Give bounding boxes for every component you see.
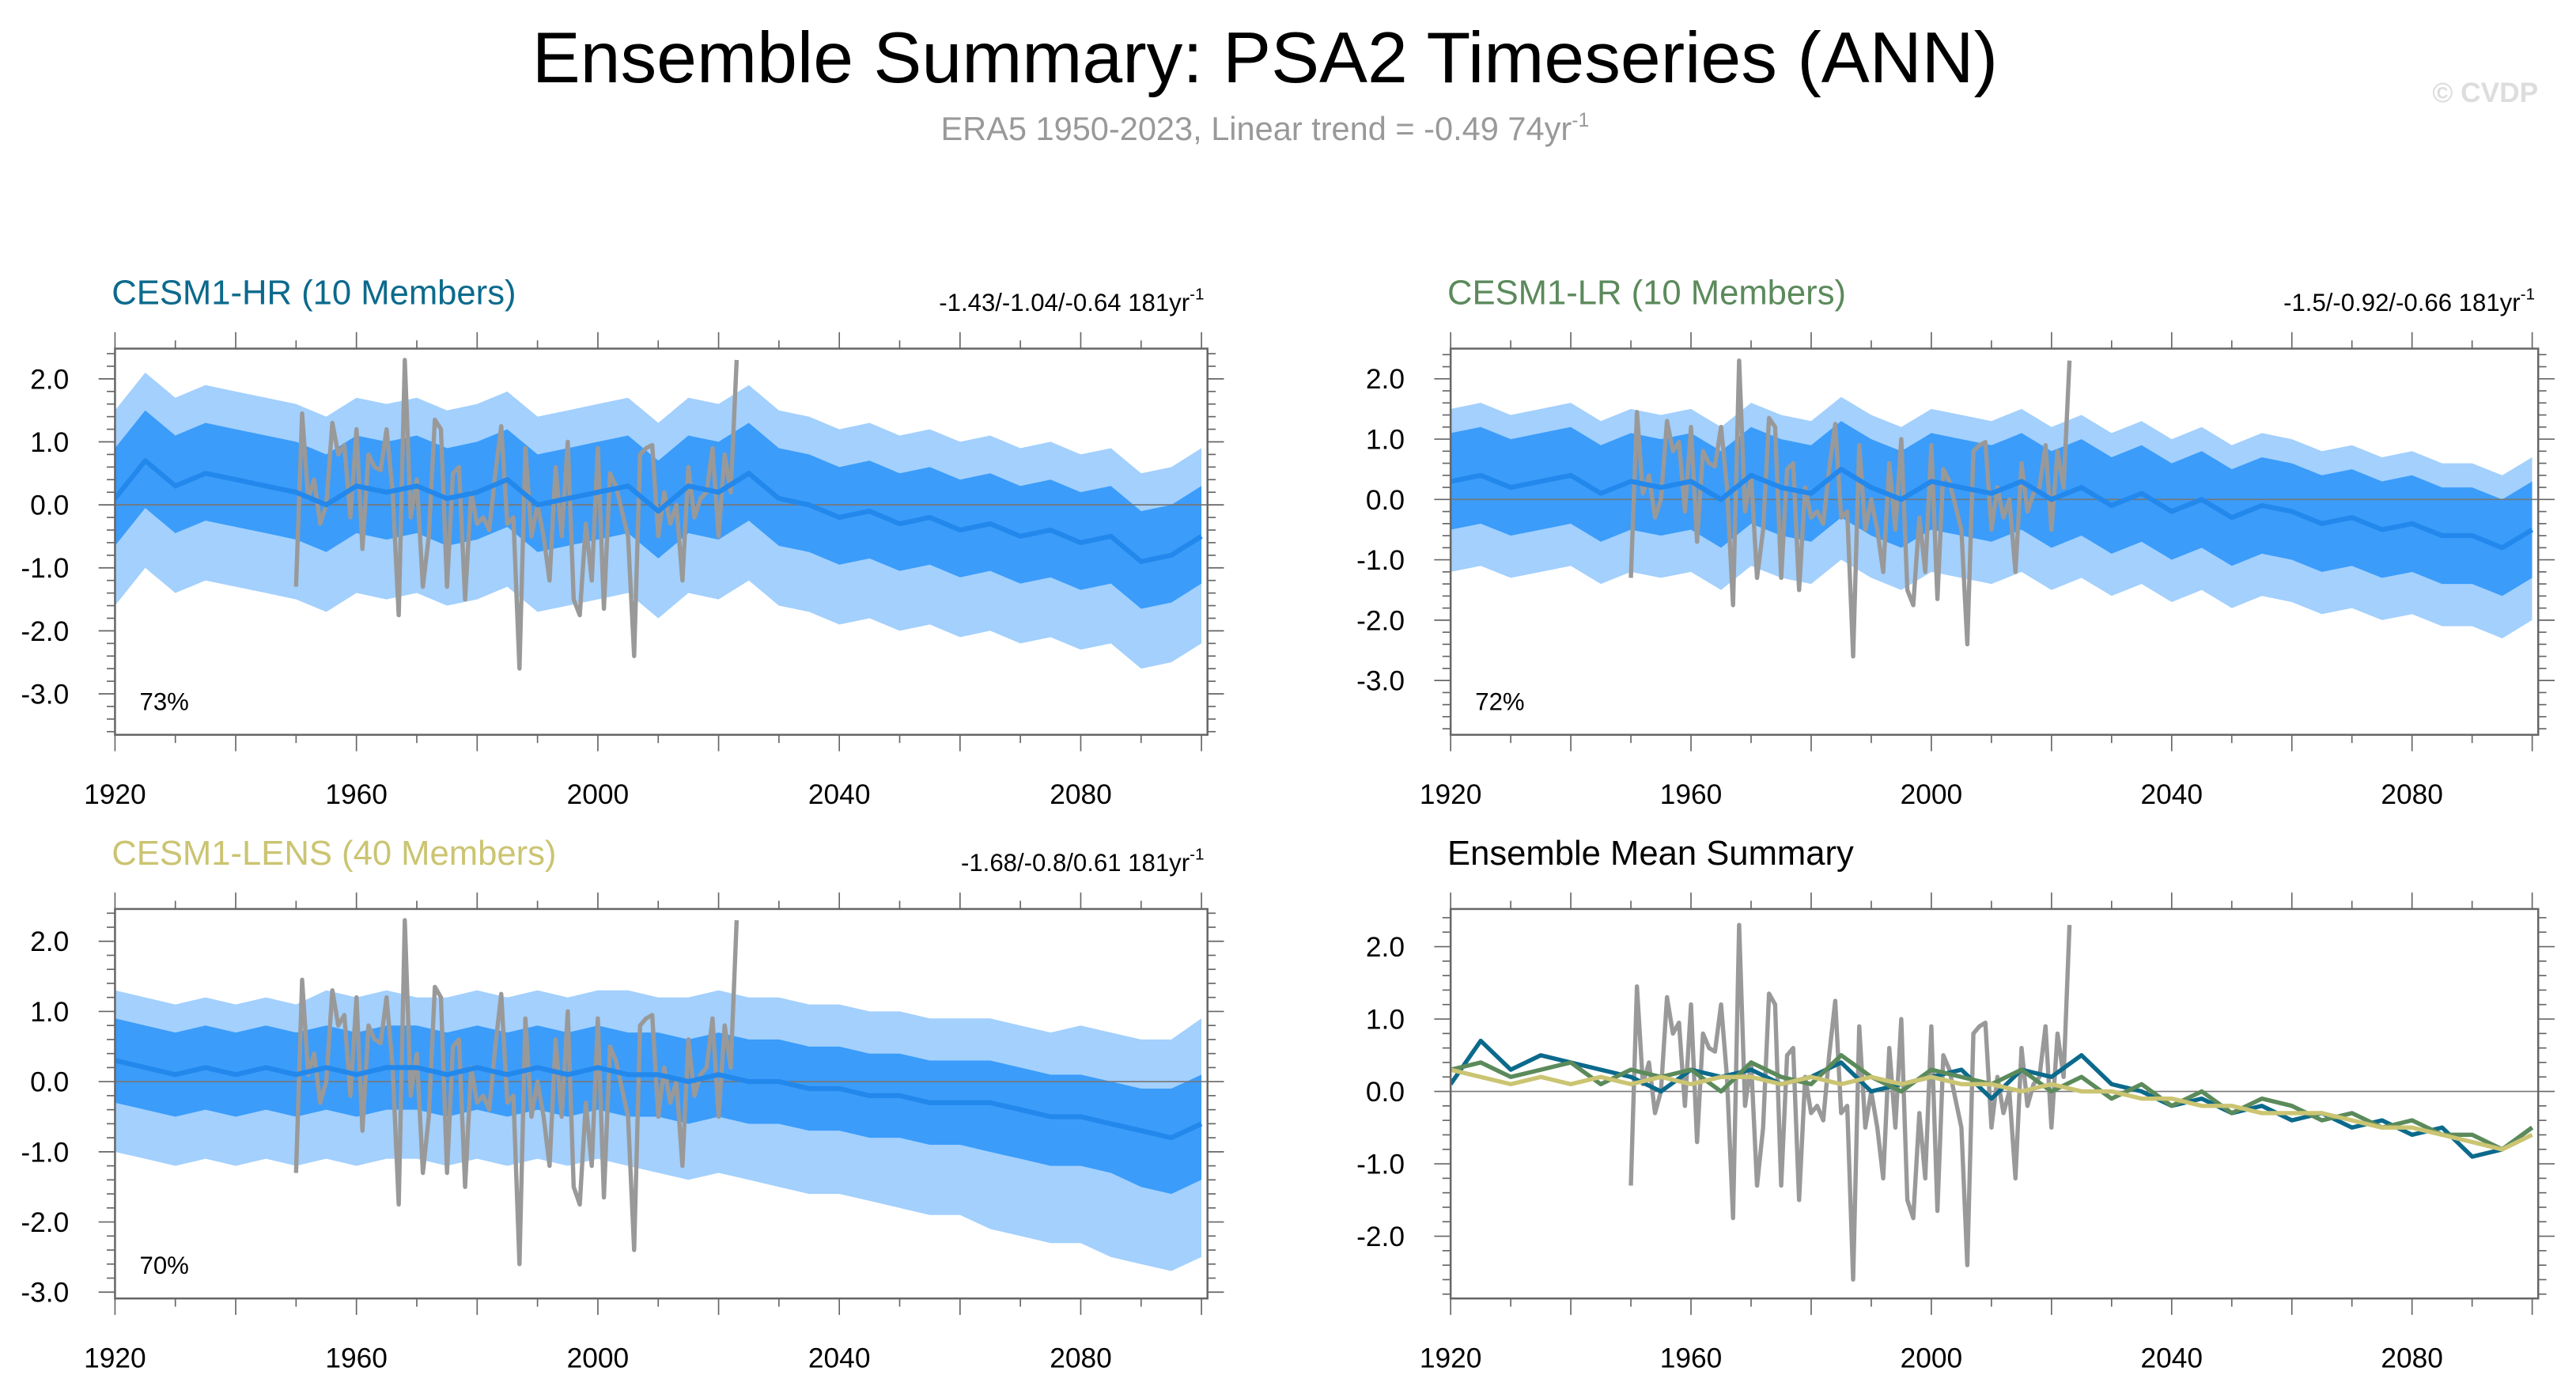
trend-text: -1.68/-0.8/0.61 181yr — [961, 849, 1190, 877]
y-tick-label: 0.0 — [30, 491, 69, 521]
panel-title: Ensemble Mean Summary — [1447, 835, 1854, 873]
series-line-lens — [1451, 1067, 2533, 1152]
watermark: © CVDP — [2432, 78, 2538, 108]
trend-superscript: -1 — [2521, 285, 2535, 303]
ensemble-mean-line — [1451, 466, 2534, 551]
panel-title: CESM1-LR (10 Members) — [1447, 275, 1846, 313]
plot-area — [115, 358, 1208, 671]
trend-text: -1.43/-1.04/-0.64 181yr — [939, 289, 1190, 316]
x-tick-label: 1920 — [84, 779, 146, 810]
x-tick-label: 1920 — [84, 1343, 146, 1373]
x-tick-label: 1960 — [325, 1343, 388, 1373]
x-tick-label: 1920 — [1420, 1343, 1482, 1373]
y-tick-label: -2.0 — [1356, 605, 1405, 636]
series-line-hr — [1451, 1038, 2534, 1159]
x-tick-label: 2080 — [2381, 1343, 2443, 1373]
x-tick-label: 2000 — [1901, 779, 1963, 810]
plot-frame — [1449, 907, 2540, 1300]
y-tick-label: -1.0 — [1356, 1150, 1405, 1180]
x-tick-label: 2040 — [808, 1343, 871, 1373]
x-tick-label: 1960 — [1660, 779, 1723, 810]
y-tick-label: 2.0 — [30, 364, 69, 395]
plot-frame — [1449, 347, 2540, 737]
panel-title: CESM1-LENS (40 Members) — [112, 835, 556, 873]
y-tick-label: -1.0 — [1356, 545, 1405, 576]
x-tick-label: 2000 — [567, 1343, 630, 1373]
y-tick-label: -1.0 — [21, 553, 69, 584]
trend-text: -1.5/-0.92/-0.66 181yr — [2283, 289, 2520, 316]
panel-3: 70% 1920 1960 2000 2040 2080 2.0 1.0 0.0 -1.0 -2.0… — [21, 835, 1224, 1373]
percent-label: 70% — [140, 1252, 189, 1279]
ensemble-mean-line — [115, 458, 1203, 564]
y-tick-label: -2.0 — [1356, 1222, 1405, 1252]
y-tick-label: -2.0 — [21, 1207, 69, 1238]
plot-frame — [114, 907, 1209, 1300]
x-tick-label: 2040 — [2141, 779, 2203, 810]
x-tick-label: 1920 — [1420, 779, 1482, 810]
main-title: Ensemble Summary: PSA2 Timeseries (ANN) — [532, 17, 1998, 98]
y-tick-label: 1.0 — [30, 997, 69, 1028]
subtitle: ERA5 1950-2023, Linear trend = -0.49 74y… — [940, 109, 1589, 147]
y-tick-label: 1.0 — [1366, 1005, 1405, 1036]
trend-superscript: -1 — [1190, 285, 1204, 303]
x-tick-label: 2000 — [567, 779, 630, 810]
y-tick-label: 0.0 — [1366, 1077, 1405, 1108]
y-tick-label: 2.0 — [30, 926, 69, 957]
y-tick-label: 1.0 — [30, 427, 69, 458]
trend-label: -1.68/-0.8/0.61 181yr-1 — [961, 846, 1205, 877]
plot-area — [1451, 922, 2539, 1282]
x-tick-label: 2000 — [1901, 1343, 1963, 1373]
panel-2: 72% 1920 1960 2000 2040 2080 2.0 1.0 0.0 -1.0 -2.0… — [1356, 275, 2555, 810]
y-tick-label: 2.0 — [1366, 364, 1405, 395]
plot-area — [115, 918, 1208, 1271]
y-tick-label: 0.0 — [1366, 485, 1405, 516]
y-tick-label: -3.0 — [21, 679, 69, 710]
panel-title: CESM1-HR (10 Members) — [112, 275, 516, 313]
x-tick-label: 2080 — [1050, 1343, 1112, 1373]
era5-line — [1628, 922, 2072, 1282]
x-tick-label: 1960 — [325, 779, 388, 810]
plot-area — [1451, 358, 2539, 659]
x-tick-label: 2080 — [2381, 779, 2443, 810]
trend-label: -1.43/-1.04/-0.64 181yr-1 — [939, 285, 1204, 316]
percent-label: 73% — [140, 688, 189, 716]
trend-label: -1.5/-0.92/-0.66 181yr-1 — [2283, 285, 2535, 316]
x-tick-label: 2040 — [808, 779, 871, 810]
y-tick-label: -3.0 — [21, 1278, 69, 1309]
y-tick-label: 2.0 — [1366, 932, 1405, 963]
x-tick-label: 1960 — [1660, 1343, 1723, 1373]
y-tick-label: -3.0 — [1356, 666, 1405, 697]
percent-label: 72% — [1475, 688, 1524, 716]
era5-line — [1628, 358, 2072, 659]
plot-frame — [114, 347, 1209, 737]
y-tick-label: 0.0 — [30, 1067, 69, 1098]
trend-superscript: -1 — [1190, 846, 1204, 864]
y-tick-label: -2.0 — [21, 616, 69, 647]
ensemble-mean-line — [115, 1058, 1203, 1141]
x-tick-label: 2080 — [1050, 779, 1112, 810]
panel-1: 73% 1920 1960 2000 2040 2080 2.0 1.0 0.0 -1.0 -2.0… — [21, 275, 1224, 810]
panel-4: 1920 1960 2000 2040 2080 2.0 1.0 0.0 -1.0 -2.0 Ens… — [1356, 835, 2555, 1373]
x-tick-label: 2040 — [2141, 1343, 2203, 1373]
y-tick-label: 1.0 — [1366, 425, 1405, 456]
y-tick-label: -1.0 — [21, 1137, 69, 1168]
era5-line — [293, 358, 740, 671]
